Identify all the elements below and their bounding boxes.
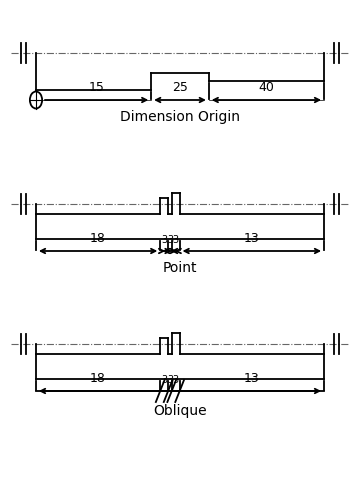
Text: 40: 40	[258, 81, 274, 94]
Text: 15: 15	[89, 81, 105, 94]
Text: 25: 25	[172, 81, 188, 94]
Text: Dimension Origin: Dimension Origin	[120, 110, 240, 124]
Text: 3: 3	[167, 235, 173, 245]
Text: Point: Point	[163, 262, 197, 276]
Text: 3: 3	[161, 375, 167, 385]
Text: 13: 13	[244, 232, 260, 245]
Text: 18: 18	[90, 232, 106, 245]
Text: 18: 18	[90, 372, 106, 385]
Text: 13: 13	[244, 372, 260, 385]
Text: 3: 3	[161, 235, 167, 245]
Text: 3: 3	[172, 235, 179, 245]
Text: Oblique: Oblique	[153, 404, 207, 418]
Text: 3: 3	[167, 375, 173, 385]
Text: 3: 3	[172, 375, 179, 385]
